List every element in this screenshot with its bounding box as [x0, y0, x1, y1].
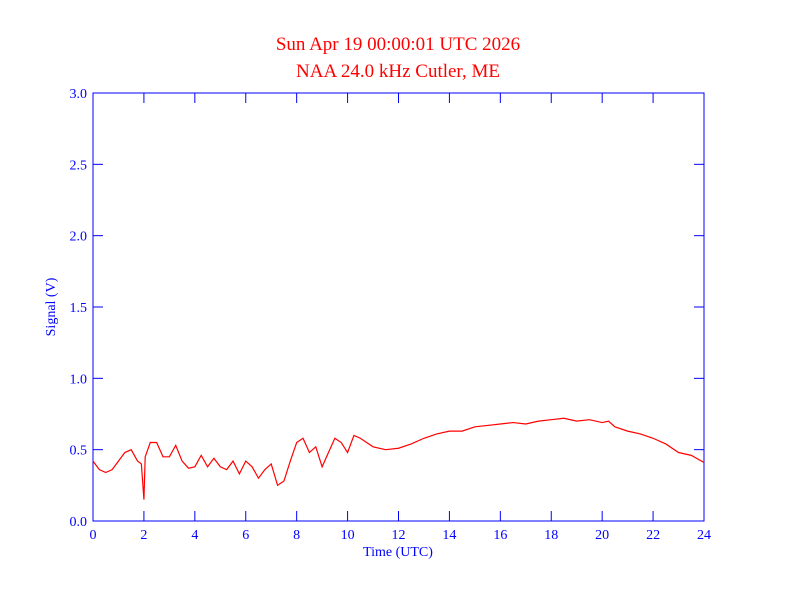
x-tick-label: 8 [293, 528, 300, 543]
y-axis-label: Signal (V) [44, 277, 59, 336]
x-tick-label: 0 [90, 528, 97, 543]
x-tick-label: 20 [595, 528, 609, 543]
x-tick-label: 18 [544, 528, 558, 543]
x-tick-label: 24 [697, 528, 711, 543]
x-tick-label: 2 [140, 528, 147, 543]
y-tick-label: 1.0 [70, 372, 88, 387]
y-tick-label: 1.5 [70, 301, 88, 316]
y-tick-label: 2.5 [70, 158, 88, 173]
x-tick-label: 6 [242, 528, 249, 543]
signal-line [92, 417, 705, 500]
x-tick-label: 14 [442, 528, 456, 543]
x-axis-label: Time (UTC) [363, 545, 433, 560]
x-tick-label: 16 [493, 528, 507, 543]
x-tick-label: 4 [191, 528, 198, 543]
y-tick-label: 3.0 [70, 87, 88, 102]
x-tick-label: 12 [392, 528, 406, 543]
chart-subtitle: NAA 24.0 kHz Cutler, ME [296, 61, 500, 82]
x-tick-label: 22 [646, 528, 660, 543]
y-tick-label: 0.5 [70, 444, 88, 459]
y-tick-label: 2.0 [70, 230, 88, 245]
y-tick-label: 0.0 [70, 515, 88, 530]
x-tick-label: 10 [341, 528, 355, 543]
chart-title: Sun Apr 19 00:00:01 UTC 2026 [276, 34, 520, 55]
